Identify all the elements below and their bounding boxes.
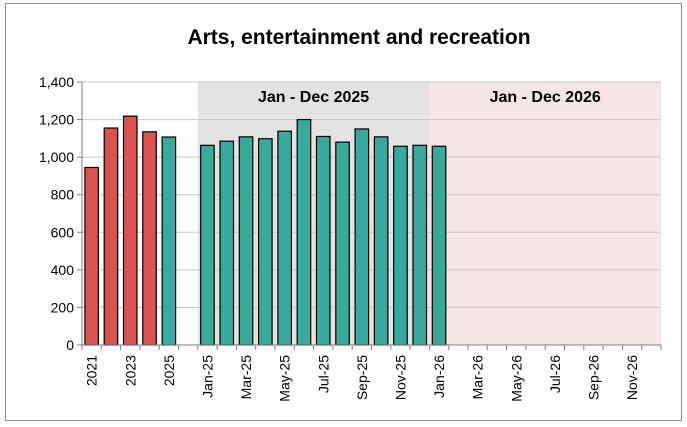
gridlines	[82, 81, 661, 308]
x-tick-label: Sep-25	[354, 355, 370, 400]
bar-Jan-26	[431, 145, 447, 346]
bar-2022	[103, 127, 119, 346]
x-tick-label: Mar-25	[238, 355, 254, 400]
bar-Aug-25	[335, 141, 350, 346]
y-tick-label: 1,400	[39, 74, 74, 90]
x-tick-label: 2021	[84, 355, 100, 386]
band-2	[429, 82, 661, 345]
y-tick-label: 200	[51, 299, 75, 315]
y-tick-label: 400	[51, 262, 75, 278]
x-tick-label: Jul-25	[315, 355, 331, 393]
x-tick-label: Jul-26	[547, 355, 563, 393]
bar-May-25	[277, 130, 293, 346]
x-tick-label: May-25	[277, 355, 293, 402]
bar-Mar-25	[238, 136, 254, 346]
band-label-2: Jan - Dec 2026	[490, 89, 601, 106]
x-tick-label: Sep-26	[585, 355, 601, 400]
bar-Feb-25	[219, 140, 235, 346]
bar-2024	[142, 131, 157, 346]
x-axis-ticks: 2021 2023 2025 Jan-25 Mar-25 May-25 Jul-25 Sep-…	[81, 345, 662, 402]
y-tick-label: 1,200	[39, 112, 74, 128]
bar-2023	[122, 115, 138, 346]
bar-Jun-25	[296, 118, 312, 346]
x-tick-label: Mar-26	[470, 355, 486, 400]
bar-2025	[161, 136, 177, 346]
bar-Jan-25	[200, 144, 215, 346]
x-tick-label: 2023	[122, 355, 138, 386]
band-1	[197, 82, 430, 345]
bar-2021	[84, 166, 100, 346]
y-axis-ticks: 0 200 400 600 800 1,000 1,200 1,400	[39, 74, 82, 353]
chart-title: Arts, entertainment and recreation	[187, 26, 530, 49]
x-tick-label: May-26	[508, 355, 524, 402]
band-label-1: Jan - Dec 2025	[258, 89, 369, 106]
y-tick-label: 600	[51, 224, 75, 240]
x-tick-label: Nov-26	[624, 355, 640, 400]
bar-Jul-25	[315, 135, 331, 346]
bar-Dec-25	[412, 144, 428, 346]
y-tick-label: 0	[66, 337, 74, 353]
bar-Sep-25	[354, 128, 370, 346]
y-tick-label: 800	[51, 187, 75, 203]
x-tick-label: 2025	[161, 355, 177, 386]
x-tick-label: Jan-26	[431, 355, 447, 398]
bar-Apr-25	[257, 138, 273, 346]
bar-Nov-25	[393, 145, 408, 346]
bar-Oct-25	[373, 136, 389, 346]
x-tick-label: Nov-25	[392, 355, 408, 400]
y-tick-label: 1,000	[39, 149, 74, 165]
period-bands: Jan - Dec 2025 Jan - Dec 2026	[197, 82, 661, 345]
x-tick-label: Jan-25	[199, 355, 215, 398]
